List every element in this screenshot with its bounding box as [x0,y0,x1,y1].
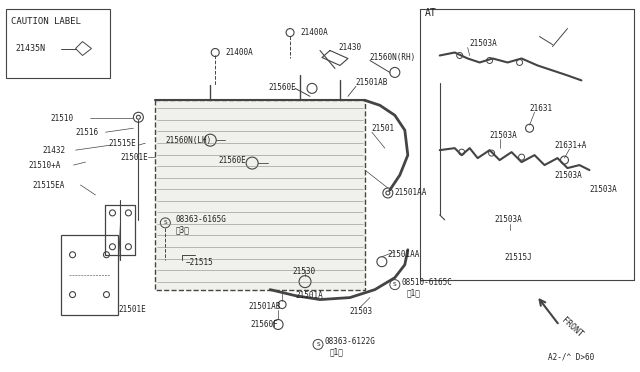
Bar [61,235,118,314]
Text: S: S [163,220,167,225]
Text: CAUTION LABEL: CAUTION LABEL [11,17,81,26]
Text: 21503A: 21503A [589,186,617,195]
Text: S: S [316,342,320,347]
Text: 21503A: 21503A [554,170,582,180]
Text: 21435N: 21435N [15,44,45,53]
Text: 21560E: 21560E [268,83,296,92]
Text: AT: AT [425,8,436,17]
Text: 21430: 21430 [338,43,361,52]
Text: S: S [393,282,397,287]
Text: 21631: 21631 [529,104,553,113]
Text: 21501: 21501 [372,124,395,133]
Text: 21530: 21530 [292,267,315,276]
Bar [6,9,111,78]
Text: 21510+A: 21510+A [29,161,61,170]
Text: 08510-6165C: 08510-6165C [402,278,452,287]
Text: （1）: （1） [407,288,420,297]
Text: −21515: −21515 [186,258,213,267]
Text: 21501AA: 21501AA [388,250,420,259]
Text: 21503A: 21503A [495,215,522,224]
Text: 21501AB: 21501AB [248,302,280,311]
Text: 21503A: 21503A [470,39,497,48]
Text: 21515J: 21515J [504,253,532,262]
Text: 21501AB: 21501AB [356,78,388,87]
Text: 21560N(RH): 21560N(RH) [370,53,416,62]
Text: （3）: （3） [175,225,189,234]
Text: 21501A: 21501A [295,291,323,300]
Text: 21400A: 21400A [225,48,253,57]
Text: 21510: 21510 [51,114,74,123]
Text: 21515E: 21515E [108,139,136,148]
Text: 08363-6122G: 08363-6122G [325,337,376,346]
Text: 08363-6165G: 08363-6165G [175,215,226,224]
Text: A2-/^ D>60: A2-/^ D>60 [547,353,594,362]
Text: FRONT: FRONT [559,316,584,340]
Text: 21432: 21432 [43,145,66,155]
Text: 21631+A: 21631+A [554,141,587,150]
Text: 21501E: 21501E [118,305,146,314]
Text: （1）: （1） [330,347,344,356]
Text: 21501AA: 21501AA [395,189,428,198]
Text: 21515EA: 21515EA [33,180,65,189]
Text: 21560N(LH): 21560N(LH) [165,136,212,145]
Text: 21501E: 21501E [120,153,148,161]
Text: 21503: 21503 [350,307,373,316]
Bar [156,100,365,290]
Text: 21400A: 21400A [300,28,328,37]
Text: 21560F: 21560F [250,320,278,329]
Text: 21503A: 21503A [490,131,517,140]
Text: 21516: 21516 [76,128,99,137]
Text: 21560E: 21560E [218,155,246,164]
